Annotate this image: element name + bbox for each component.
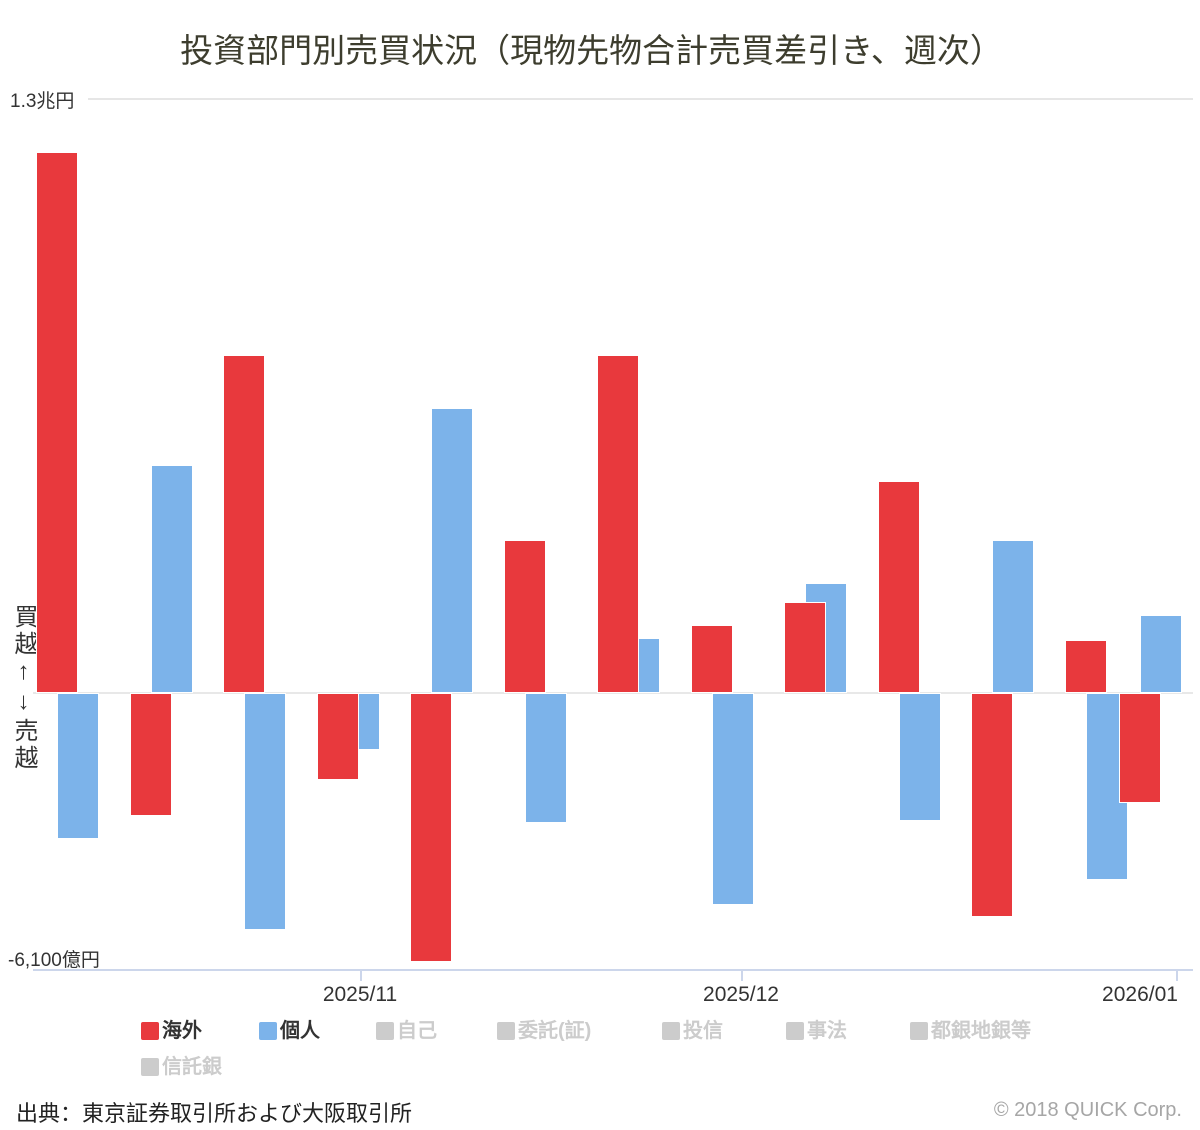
bar-kojin-w08[interactable] bbox=[712, 693, 754, 905]
x-tick-nov bbox=[360, 971, 362, 981]
legend-label: 投信 bbox=[683, 1020, 723, 1042]
legend-swatch-icon bbox=[141, 1022, 159, 1040]
bar-kaigai-w03[interactable] bbox=[223, 355, 265, 693]
legend-label: 信託銀 bbox=[162, 1056, 222, 1078]
bar-kaigai-w01[interactable] bbox=[36, 152, 78, 693]
legend-swatch-icon bbox=[786, 1022, 804, 1040]
x-axis-label-dec: 2025/12 bbox=[703, 983, 779, 1006]
bar-kojin-w11[interactable] bbox=[992, 540, 1034, 693]
bar-kojin-w03[interactable] bbox=[244, 693, 286, 930]
gridline-zero bbox=[33, 692, 1193, 694]
legend-label: 自己 bbox=[397, 1020, 437, 1042]
bar-kaigai-w02[interactable] bbox=[130, 693, 172, 816]
legend-label: 事法 bbox=[807, 1020, 847, 1042]
copyright-note: © 2018 QUICK Corp. bbox=[993, 1099, 1182, 1121]
page-title: 投資部門別売買状況（現物先物合計売買差引き、週次） bbox=[180, 32, 1003, 69]
bar-kojin-w05[interactable] bbox=[431, 408, 473, 693]
legend-label: 委託(証) bbox=[518, 1020, 592, 1042]
bar-kaigai-w13[interactable] bbox=[1119, 693, 1161, 803]
legend-label: 個人 bbox=[280, 1020, 320, 1042]
source-note: 出典：東京証券取引所および大阪取引所 bbox=[16, 1101, 413, 1126]
bar-kojin-w02[interactable] bbox=[151, 465, 193, 693]
legend-swatch-icon bbox=[259, 1022, 277, 1040]
bar-kaigai-w05[interactable] bbox=[410, 693, 452, 962]
bar-kaigai-w09[interactable] bbox=[784, 602, 826, 693]
y-axis-direction-label: 買越↑↓売越 bbox=[10, 604, 37, 772]
bar-kaigai-w08[interactable] bbox=[691, 625, 733, 693]
bar-kojin-w06[interactable] bbox=[525, 693, 567, 823]
legend-label: 都銀地銀等 bbox=[931, 1020, 1031, 1042]
y-axis-max-label: 1.3兆円 bbox=[10, 91, 75, 112]
bar-kaigai-w11[interactable] bbox=[971, 693, 1013, 917]
y-axis-min-label: -6,100億円 bbox=[8, 950, 100, 971]
bar-kojin-w10[interactable] bbox=[899, 693, 941, 821]
bar-kaigai-w12[interactable] bbox=[1065, 640, 1107, 693]
bar-kojin-w13[interactable] bbox=[1140, 615, 1182, 693]
bar-kaigai-w06[interactable] bbox=[504, 540, 546, 693]
x-axis-label-nov: 2025/11 bbox=[322, 983, 398, 1006]
bar-kaigai-w10[interactable] bbox=[878, 481, 920, 693]
x-tick-jan bbox=[1176, 971, 1178, 981]
legend-label: 海外 bbox=[162, 1020, 202, 1042]
bar-kaigai-w04[interactable] bbox=[317, 693, 359, 780]
x-axis-line bbox=[33, 969, 1193, 971]
legend-swatch-icon bbox=[662, 1022, 680, 1040]
legend-swatch-icon bbox=[141, 1058, 159, 1076]
bar-kaigai-w07[interactable] bbox=[597, 355, 639, 693]
legend-swatch-icon bbox=[376, 1022, 394, 1040]
x-axis-label-jan: 2026/01 bbox=[1102, 983, 1178, 1006]
legend-swatch-icon bbox=[910, 1022, 928, 1040]
legend-swatch-icon bbox=[497, 1022, 515, 1040]
x-tick-dec bbox=[741, 971, 743, 981]
bar-kojin-w01[interactable] bbox=[57, 693, 99, 839]
gridline-ymax bbox=[88, 98, 1193, 100]
